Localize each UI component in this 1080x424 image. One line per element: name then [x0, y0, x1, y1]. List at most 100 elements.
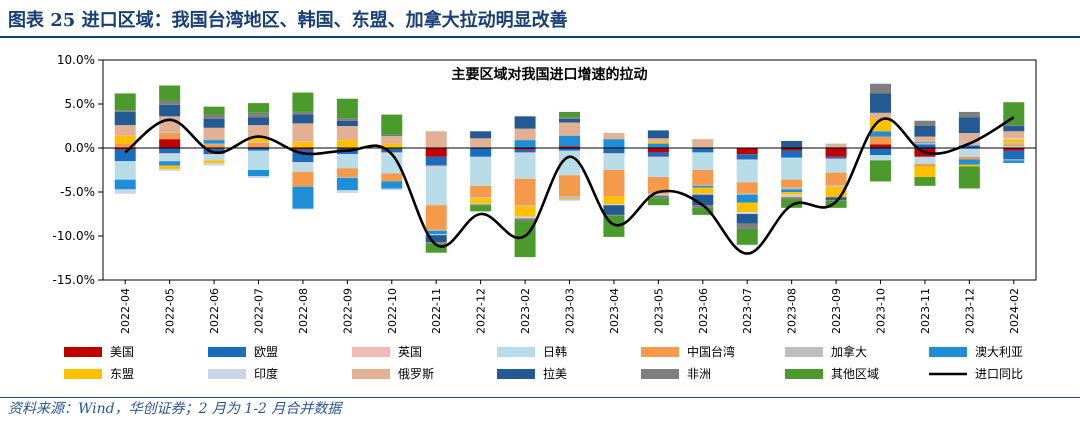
bar-segment [781, 179, 803, 188]
y-tick-label: 5.0% [65, 97, 96, 111]
bar-segment [603, 205, 625, 215]
bar-segment [159, 165, 181, 170]
legend-label: 日韩 [543, 344, 567, 359]
bar-segment [336, 168, 358, 178]
bar-segment [692, 193, 714, 195]
bar-segment [159, 169, 181, 171]
bar-segment [603, 204, 625, 206]
bar-segment [203, 106, 225, 115]
bar-segment [958, 159, 980, 165]
legend-swatch [929, 347, 967, 357]
bar-segment [781, 196, 803, 198]
plot-area: 主要区域对我国进口增速的拉动 10.0% 5.0% 0.0% -5.0% -10.0% -1… [53, 53, 1037, 334]
bar-segment [825, 148, 847, 157]
bar-segment [514, 152, 536, 154]
bar-segment [159, 154, 181, 162]
y-tick-label: 10.0% [57, 53, 95, 67]
x-tick-label: 2022-09 [341, 288, 354, 334]
bar-segment [914, 120, 936, 126]
bar-segment [559, 122, 580, 136]
legend-swatch [64, 347, 102, 357]
bar-segment [470, 203, 492, 205]
footnote-divider [0, 397, 1080, 398]
bar-segment [870, 83, 891, 94]
bar-segment [248, 136, 269, 142]
bar-segment [203, 143, 225, 145]
bar-segment [647, 198, 669, 206]
legend-swatch [641, 347, 679, 357]
bar-segment [647, 193, 669, 195]
bar-segment [736, 202, 758, 213]
bar-segment [914, 156, 936, 164]
bars [114, 83, 1025, 258]
bar-segment [825, 158, 847, 160]
bar-segment [914, 141, 936, 143]
x-tick-label: 2023-12 [963, 288, 976, 334]
legend-item: 加拿大 [785, 344, 867, 359]
y-tick-label: -15.0% [53, 273, 95, 287]
bar-segment [603, 148, 625, 154]
legend-label: 其他区域 [831, 367, 879, 381]
bar-segment [248, 170, 269, 177]
legend-label: 进口同比 [975, 367, 1023, 381]
bar-segment [248, 125, 269, 137]
bar-segment [781, 140, 803, 148]
bar-segment [203, 114, 225, 119]
bar-segment [1003, 150, 1025, 160]
bar-segment [248, 176, 269, 178]
bar-segment [203, 127, 225, 141]
bar-segment [736, 182, 758, 194]
bar-segment [336, 177, 358, 191]
bar-segment [736, 193, 758, 195]
bar-segment [870, 131, 891, 137]
bar-segment [914, 144, 936, 148]
bar-segment [336, 154, 358, 169]
bar-segment [292, 148, 314, 150]
bar-segment [514, 148, 536, 150]
bar-segment [692, 187, 714, 194]
bar-segment [203, 162, 225, 166]
bar-segment [248, 103, 269, 113]
legend-label: 英国 [398, 345, 422, 359]
bar-segment [647, 156, 669, 158]
bar-segment [603, 196, 625, 205]
bar-segment [425, 148, 447, 157]
bar-segment [559, 148, 580, 151]
bar-segment [781, 192, 803, 195]
x-tick-label: 2022-06 [208, 288, 221, 334]
bar-segment [159, 153, 181, 155]
x-tick-label: 2024-02 [1008, 288, 1021, 334]
bar-segment [292, 141, 314, 148]
bar-segment [692, 152, 714, 170]
bar-segment [114, 149, 136, 162]
bar-segment [203, 155, 225, 161]
bar-segment [114, 125, 136, 136]
legend-label: 印度 [254, 366, 278, 381]
bar-segment [425, 156, 447, 166]
bar-segment [692, 194, 714, 206]
bar-segment [692, 184, 714, 186]
bar-segment [559, 150, 580, 176]
bar-segment [559, 199, 580, 201]
legend-item: 进口同比 [929, 367, 1023, 381]
bar-segment [381, 188, 403, 191]
legend-item: 俄罗斯 [352, 367, 434, 381]
bar-segment [1003, 159, 1025, 161]
bar-segment [1003, 138, 1025, 140]
x-tick-label: 2023-04 [608, 288, 621, 334]
bar-segment [470, 198, 492, 204]
bar-segment [736, 159, 758, 161]
bar-segment [203, 118, 225, 128]
x-tick-label: 2023-06 [697, 288, 710, 334]
bar-segment [248, 142, 269, 148]
bar-segment [647, 148, 669, 153]
bar-segment [825, 197, 847, 200]
legend-item: 欧盟 [208, 345, 278, 359]
bar-segment [514, 153, 536, 179]
legend-swatch [64, 369, 102, 379]
legend-label: 美国 [110, 345, 134, 359]
bar-segment [825, 172, 847, 185]
bar-segment [1003, 146, 1025, 148]
x-tick-label: 2023-10 [875, 288, 888, 334]
figure-header: 图表 25 进口区域：我国台湾地区、韩国、东盟、加拿大拉动明显改善 [0, 0, 1080, 38]
